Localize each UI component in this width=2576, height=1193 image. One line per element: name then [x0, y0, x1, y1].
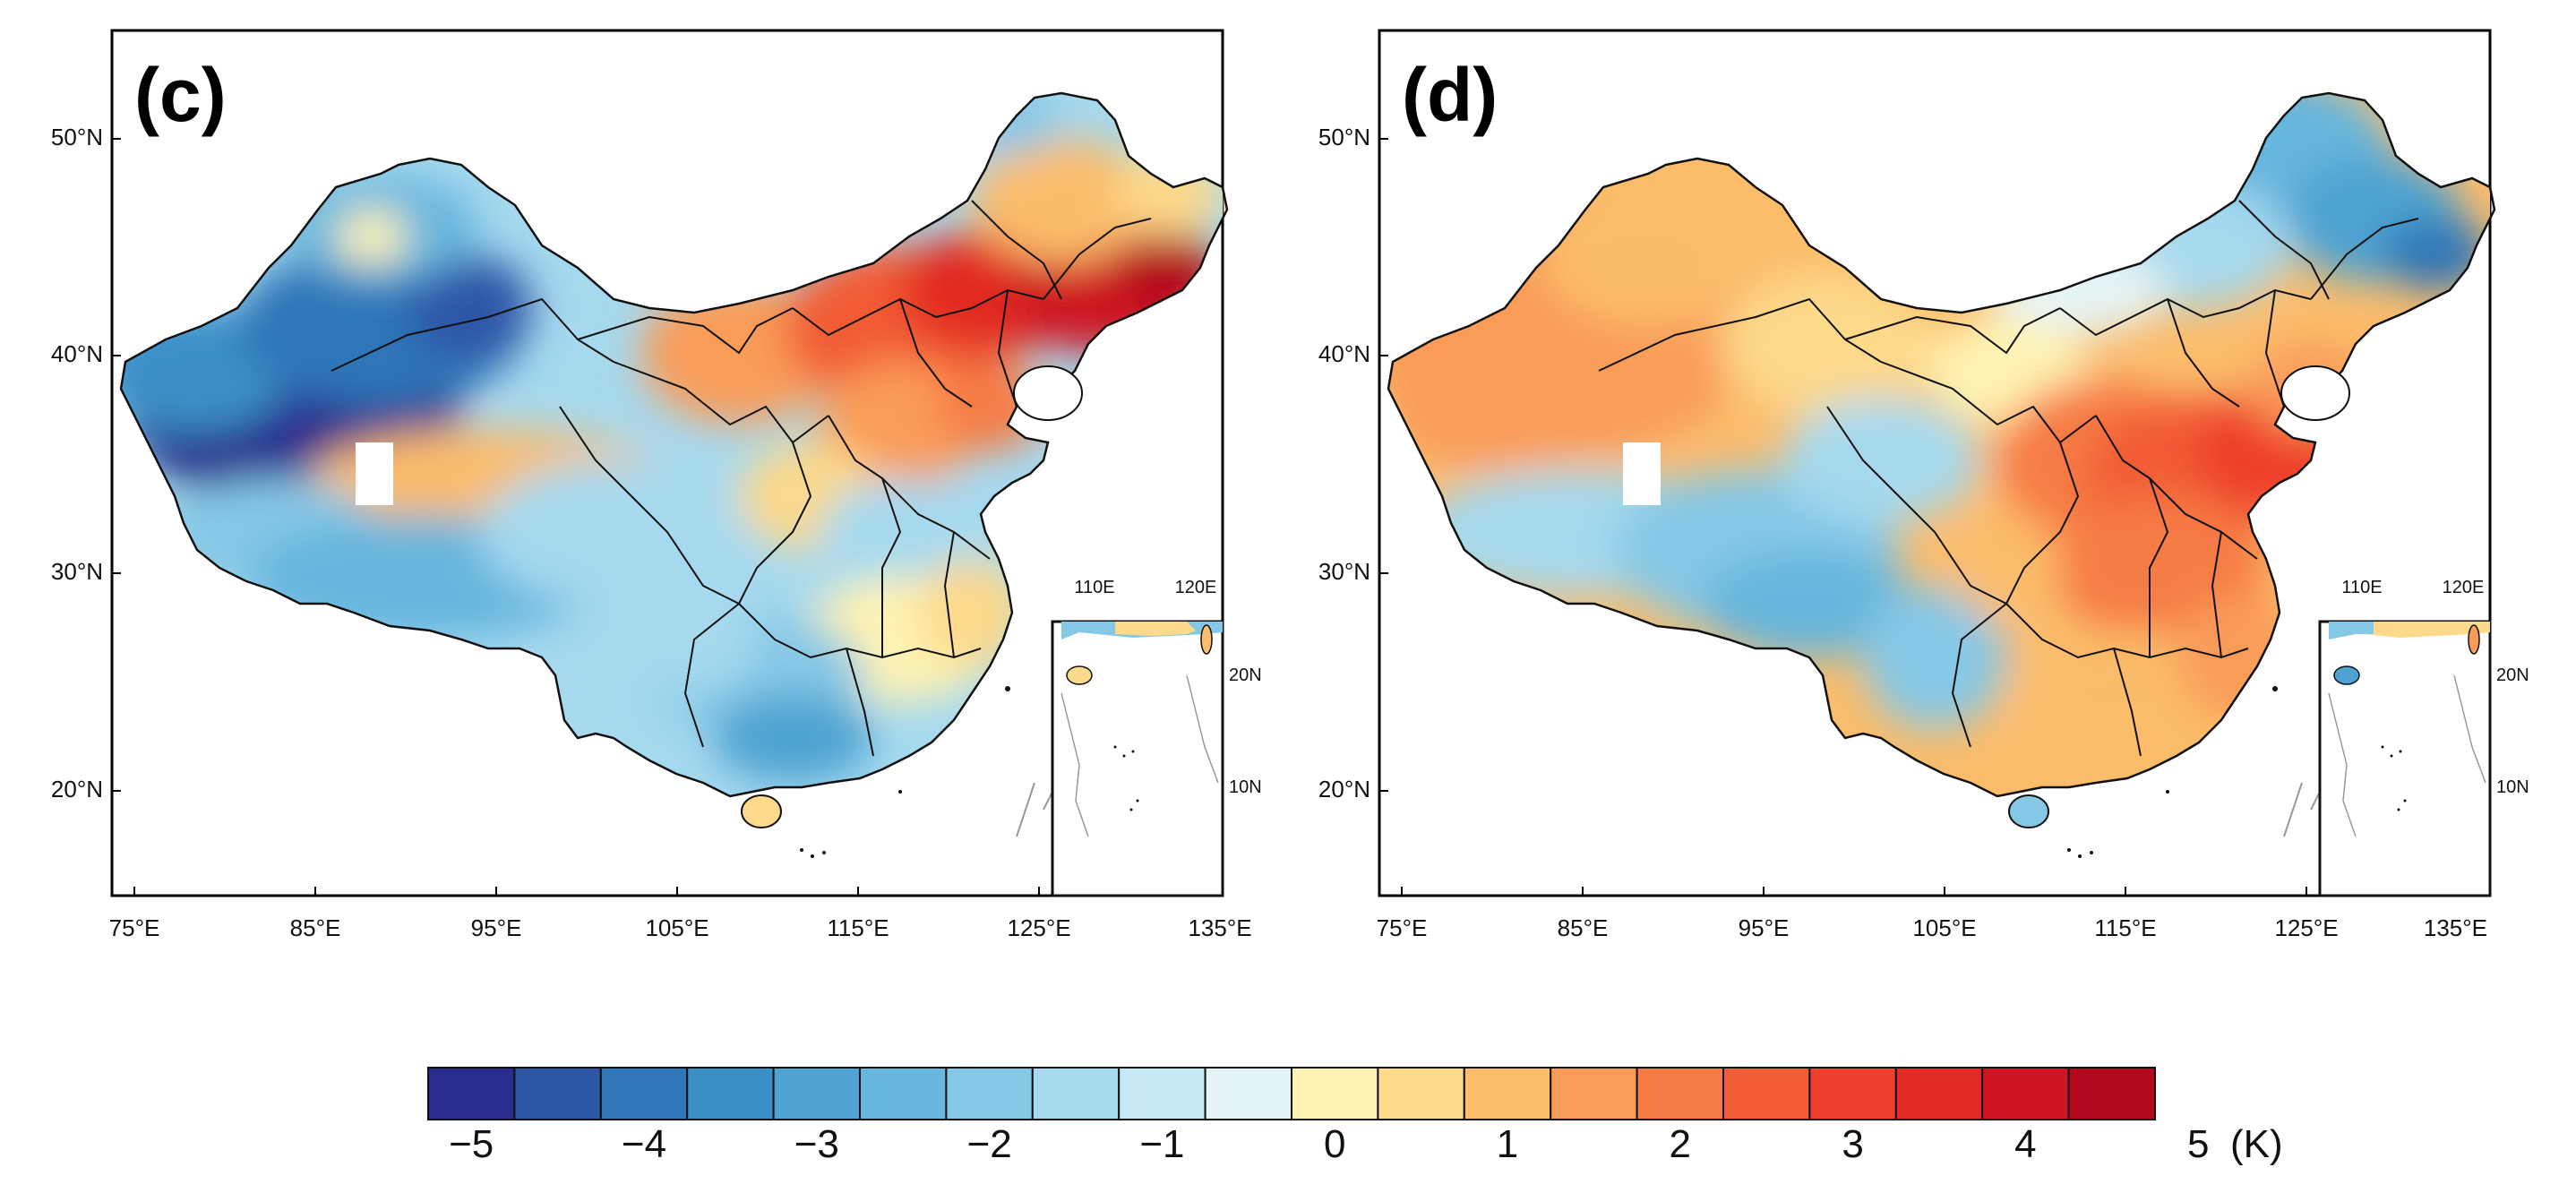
colorbar-swatch	[427, 1067, 516, 1120]
colorbar-tick-label: −5	[449, 1122, 494, 1166]
panel-c-inset-lon: 120E	[1175, 578, 1217, 597]
panel-d-inset	[2318, 620, 2492, 897]
colorbar-tick-label: 5	[2187, 1122, 2209, 1166]
colorbar-swatches	[427, 1067, 2157, 1120]
panel-c-lat-label: 40°N	[51, 340, 103, 367]
colorbar-swatch	[1722, 1067, 1811, 1120]
panel-d-missing-block	[1623, 442, 1661, 505]
colorbar-swatch	[1550, 1067, 1638, 1120]
panel-c-inset	[1051, 620, 1224, 897]
colorbar-tick-label: 4	[2014, 1122, 2036, 1166]
colorbar-tick-label: −2	[967, 1122, 1012, 1166]
colorbar-tick-label: −3	[794, 1122, 839, 1166]
colorbar-swatch	[599, 1067, 689, 1120]
panel-d: 75°E 85°E 95°E 105°E 115°E 125°E 135°E 5…	[1318, 29, 2529, 941]
colorbar-swatch	[513, 1067, 602, 1120]
colorbar-swatch	[1291, 1067, 1379, 1120]
colorbar-tick-label: −4	[622, 1122, 666, 1166]
colorbar-swatch	[945, 1067, 1034, 1120]
panel-c-lon-label: 135°E	[1188, 914, 1251, 941]
panel-c-lon-label: 85°E	[290, 914, 341, 941]
colorbar-tick-label: −1	[1139, 1122, 1184, 1166]
panel-c-hainan	[741, 794, 782, 828]
panel-d-inset-lon: 110E	[2341, 578, 2382, 597]
panel-d-inset-lon: 120E	[2443, 578, 2485, 597]
colorbar-ticks: −5 −4 −3 −2 −1 0 1 2 3 4 5	[449, 1122, 2209, 1166]
panel-d-lat-label: 20°N	[1318, 776, 1370, 802]
panel-d-lon-label: 85°E	[1558, 914, 1609, 941]
panel-c-inset-lon: 110E	[1074, 578, 1114, 597]
colorbar-swatch	[1031, 1067, 1121, 1120]
panel-c-lat-label: 20°N	[51, 776, 103, 802]
colorbar-swatch	[1981, 1067, 2070, 1120]
panel-c-inset-lat: 20N	[1229, 665, 1262, 685]
panel-c-lon-label: 95°E	[471, 914, 522, 941]
panel-c-lon-axis: 75°E 85°E 95°E 105°E 115°E 125°E 135°E	[109, 914, 1252, 941]
panel-c-lat-axis: 50°N 40°N 30°N 20°N	[51, 124, 103, 802]
colorbar-tick-label: 3	[1842, 1122, 1863, 1166]
colorbar-swatch	[1204, 1067, 1292, 1120]
panel-d-lat-label: 50°N	[1318, 124, 1370, 150]
panel-d-lat-label: 40°N	[1318, 340, 1370, 367]
colorbar-swatch	[772, 1067, 861, 1120]
colorbar-swatch	[1463, 1067, 1552, 1120]
panel-d-lon-label: 105°E	[1912, 914, 1976, 941]
colorbar-swatch	[1894, 1067, 1984, 1120]
panel-d-lon-label: 95°E	[1739, 914, 1790, 941]
panel-d-hainan	[2008, 794, 2049, 828]
colorbar-swatch	[686, 1067, 775, 1120]
panel-d-lon-label: 75°E	[1377, 914, 1428, 941]
panel-c-label: (c)	[134, 53, 227, 137]
panel-d-lon-axis: 75°E 85°E 95°E 105°E 115°E 125°E 135°E	[1377, 914, 2487, 941]
colorbar-swatch	[1636, 1067, 1724, 1120]
panel-c-lon-label: 125°E	[1007, 914, 1070, 941]
panel-d-lat-axis: 50°N 40°N 30°N 20°N	[1318, 124, 1370, 802]
panel-d-inset-lat: 10N	[2496, 777, 2529, 797]
panel-c-lon-label: 105°E	[645, 914, 708, 941]
panel-c-missing-block	[356, 442, 393, 505]
colorbar: −5 −4 −3 −2 −1 0 1 2 3 4 5 (K)	[427, 1067, 2283, 1166]
colorbar-swatch	[859, 1067, 948, 1120]
panel-c: 75°E 85°E 95°E 105°E 115°E 125°E 135°E 5…	[51, 29, 1262, 941]
panel-c-inset-lat: 10N	[1229, 777, 1262, 797]
panel-c-lat-label: 30°N	[51, 558, 103, 585]
panel-d-lat-label: 30°N	[1318, 558, 1370, 585]
panel-c-lon-label: 115°E	[827, 914, 889, 941]
panel-c-lon-label: 75°E	[109, 914, 160, 941]
colorbar-tick-label: 2	[1670, 1122, 1691, 1166]
panel-d-lon-label: 115°E	[2094, 914, 2156, 941]
panel-c-inset-axis: 110E 120E 20N 10N	[1074, 578, 1261, 797]
panel-c-lat-label: 50°N	[51, 124, 103, 150]
colorbar-unit: (K)	[2230, 1122, 2283, 1166]
colorbar-swatch	[1118, 1067, 1206, 1120]
panel-d-label: (d)	[1402, 53, 1498, 137]
panel-d-lon-label: 135°E	[2424, 914, 2487, 941]
colorbar-swatch	[2067, 1067, 2157, 1120]
colorbar-tick-label: 1	[1497, 1122, 1518, 1166]
panel-d-inset-axis: 110E 120E 20N 10N	[2341, 578, 2529, 797]
colorbar-swatch	[1377, 1067, 1465, 1120]
panel-d-inset-lat: 20N	[2496, 665, 2529, 685]
panel-d-lon-label: 125°E	[2274, 914, 2338, 941]
colorbar-swatch	[1808, 1067, 1897, 1120]
colorbar-tick-label: 0	[1324, 1122, 1345, 1166]
